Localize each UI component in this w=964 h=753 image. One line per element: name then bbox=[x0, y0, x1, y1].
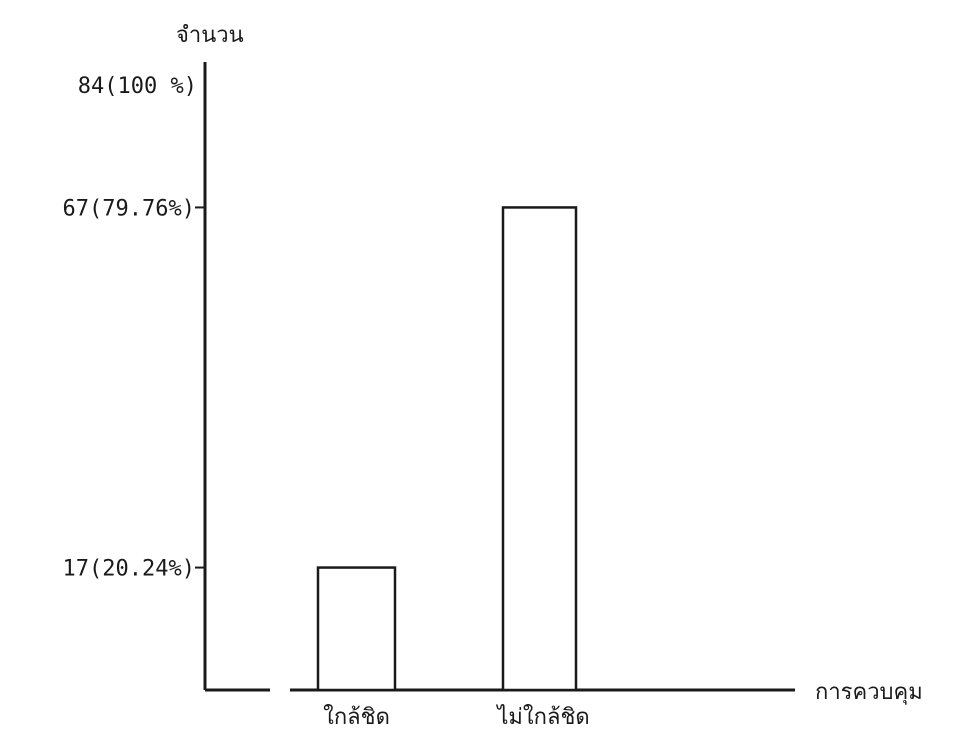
y-axis-title: จำนวน bbox=[176, 23, 244, 48]
bar-close-supervision bbox=[316, 566, 397, 692]
x-axis-title: การควบคุม bbox=[815, 680, 923, 705]
x-category-label: ไม่ใกล้ชิด bbox=[495, 704, 589, 730]
x-category-label: ใกล้ชิด bbox=[323, 704, 390, 730]
y-tick-label: 84(100 %) bbox=[78, 74, 197, 99]
y-tick-label: 17(20.24%) bbox=[63, 557, 195, 582]
y-tick-label: 67(79.76%) bbox=[63, 196, 195, 221]
bar-not-close-supervision bbox=[501, 206, 578, 692]
